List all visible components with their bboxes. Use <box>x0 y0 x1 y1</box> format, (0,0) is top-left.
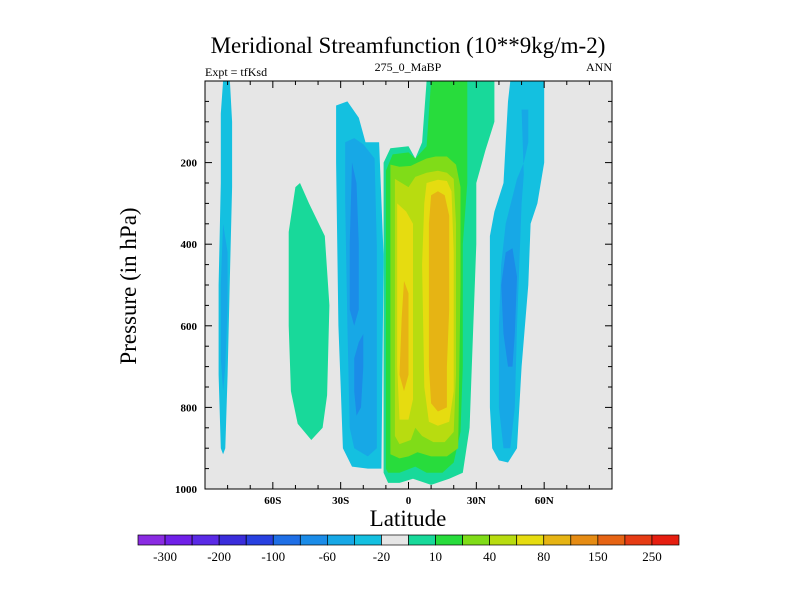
y-axis-title: Pressure (in hPa) <box>116 207 141 364</box>
colorbar-swatch <box>191 534 220 546</box>
colorbar-swatch <box>570 534 599 546</box>
colorbar-label: -60 <box>319 549 336 564</box>
y-axis: 200 400 600 800 1000 <box>175 80 612 496</box>
season-label: ANN <box>586 60 612 74</box>
x-tick-label: 30S <box>332 495 349 507</box>
colorbar-swatch <box>164 534 193 546</box>
region-nh-hadley-100 <box>428 191 450 412</box>
x-tick-label: 60N <box>535 495 554 507</box>
colorbar-swatch <box>489 534 518 546</box>
colorbar: -300 -200 -100 -60 -20 10 40 80 150 250 <box>137 534 680 564</box>
region-sh-polar-cell-minus20 <box>220 223 228 392</box>
colorbar-swatch <box>624 534 653 546</box>
x-axis: 60S 30S 0 30N 60N <box>204 81 613 507</box>
region-nh-hadley-100b <box>399 280 409 392</box>
y-tick-label: 800 <box>181 402 198 414</box>
colorbar-label: -20 <box>373 549 390 564</box>
y-tick-label: 1000 <box>175 484 198 496</box>
colorbar-swatch <box>137 534 166 546</box>
region-nh-ferrel-minus40 <box>501 248 517 367</box>
colorbar-swatch <box>543 534 572 546</box>
colorbar-label: 150 <box>588 549 608 564</box>
colorbar-label: 40 <box>483 549 496 564</box>
x-axis-title: Latitude <box>370 506 447 531</box>
x-tick-label: 60S <box>264 495 281 507</box>
colorbar-label: 10 <box>429 549 442 564</box>
colorbar-swatch <box>651 534 680 546</box>
colorbar-swatch <box>597 534 626 546</box>
region-sh-hadley-lobe-lower <box>354 334 364 416</box>
colorbar-swatch <box>381 534 409 546</box>
colorbar-swatch <box>299 534 328 546</box>
x-tick-label: 30N <box>467 495 486 507</box>
region-sh-ferrel-cell-10 <box>288 183 330 440</box>
colorbar-swatch <box>435 534 463 546</box>
y-tick-label: 400 <box>181 239 198 251</box>
period-label: 275_0_MaBP <box>375 60 442 74</box>
colorbar-label: -300 <box>153 549 177 564</box>
colorbar-label: 250 <box>642 549 662 564</box>
y-tick-label: 200 <box>181 158 198 170</box>
chart-title: Meridional Streamfunction (10**9kg/m-2) <box>211 33 606 58</box>
colorbar-swatch <box>516 534 545 546</box>
colorbar-label: -100 <box>261 549 285 564</box>
region-sh-hadley-minus40 <box>349 162 359 326</box>
colorbar-swatch <box>272 534 301 546</box>
x-tick-label: 0 <box>406 495 412 507</box>
colorbar-swatch <box>408 534 436 546</box>
colorbar-label: -200 <box>207 549 231 564</box>
colorbar-swatch <box>218 534 247 546</box>
experiment-label: Expt = tfKsd <box>205 65 267 79</box>
contour-regions <box>218 81 545 485</box>
colorbar-label: 80 <box>537 549 550 564</box>
colorbar-swatch <box>327 534 355 546</box>
colorbar-swatch <box>354 534 382 546</box>
colorbar-swatch <box>462 534 491 546</box>
colorbar-swatch <box>245 534 274 546</box>
y-tick-label: 600 <box>181 321 198 333</box>
